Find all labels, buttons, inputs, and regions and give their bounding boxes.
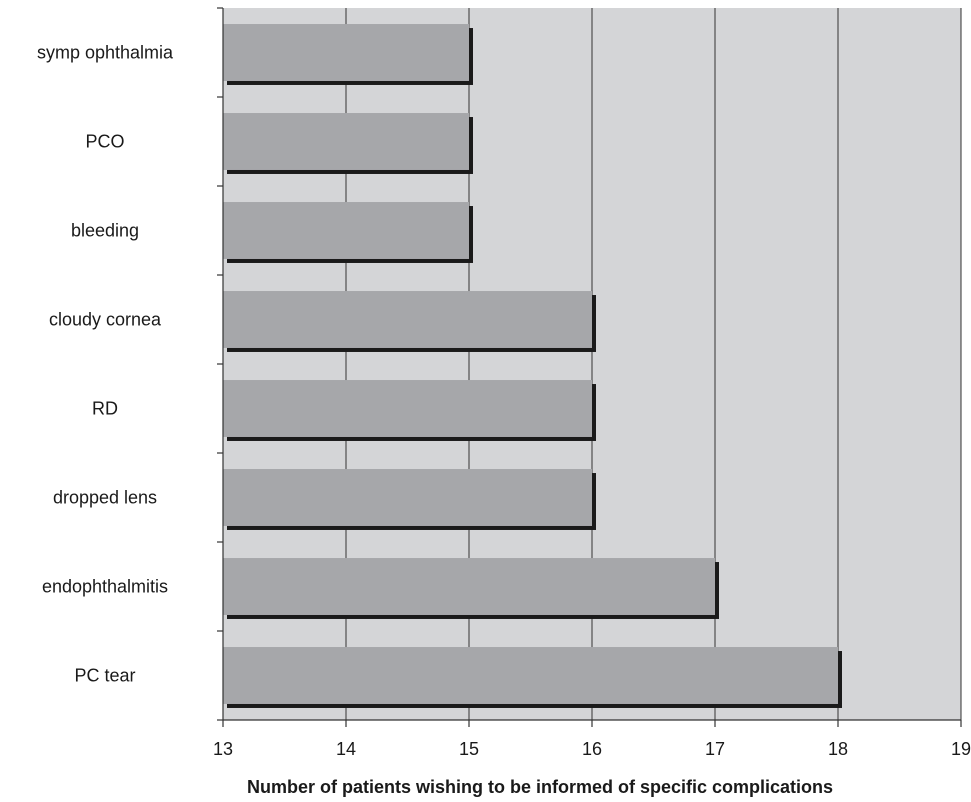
bar-bleeding	[223, 202, 473, 263]
category-label: cloudy cornea	[49, 310, 162, 330]
bars	[223, 24, 842, 708]
bar-fill	[223, 380, 592, 437]
bar-fill	[223, 558, 715, 615]
category-label: PCO	[85, 132, 124, 152]
x-tick-label-18: 18	[828, 739, 848, 759]
bar-endophthalmitis	[223, 558, 719, 619]
category-label: endophthalmitis	[42, 577, 168, 597]
bar-dropped-lens	[223, 469, 596, 530]
category-label: RD	[92, 399, 118, 419]
bar-PCO	[223, 113, 473, 174]
category-labels: symp ophthalmia PCO bleeding cloudy cornea R…	[37, 43, 174, 686]
x-axis-title: Number of patients wishing to be informe…	[247, 777, 833, 797]
bar-fill	[223, 647, 838, 704]
category-label: PC tear	[74, 666, 135, 686]
category-label: symp ophthalmia	[37, 43, 174, 63]
bar-fill	[223, 291, 592, 348]
x-tick-label-17: 17	[705, 739, 725, 759]
bar-PC-tear	[223, 647, 842, 708]
bar-symp-ophthalmia	[223, 24, 473, 85]
x-tick-label-16: 16	[582, 739, 602, 759]
bar-fill	[223, 24, 469, 81]
x-tick-label-14: 14	[336, 739, 356, 759]
bar-fill	[223, 113, 469, 170]
x-tick-labels: 13 14 15 16 17 18 19	[213, 739, 971, 759]
axes	[217, 7, 962, 727]
bar-fill	[223, 469, 592, 526]
x-tick-label-13: 13	[213, 739, 233, 759]
bar-RD	[223, 380, 596, 441]
category-label: bleeding	[71, 221, 139, 241]
bar-fill	[223, 202, 469, 259]
x-tick-label-15: 15	[459, 739, 479, 759]
x-tick-label-19: 19	[951, 739, 971, 759]
category-label: dropped lens	[53, 488, 157, 508]
bar-cloudy-cornea	[223, 291, 596, 352]
